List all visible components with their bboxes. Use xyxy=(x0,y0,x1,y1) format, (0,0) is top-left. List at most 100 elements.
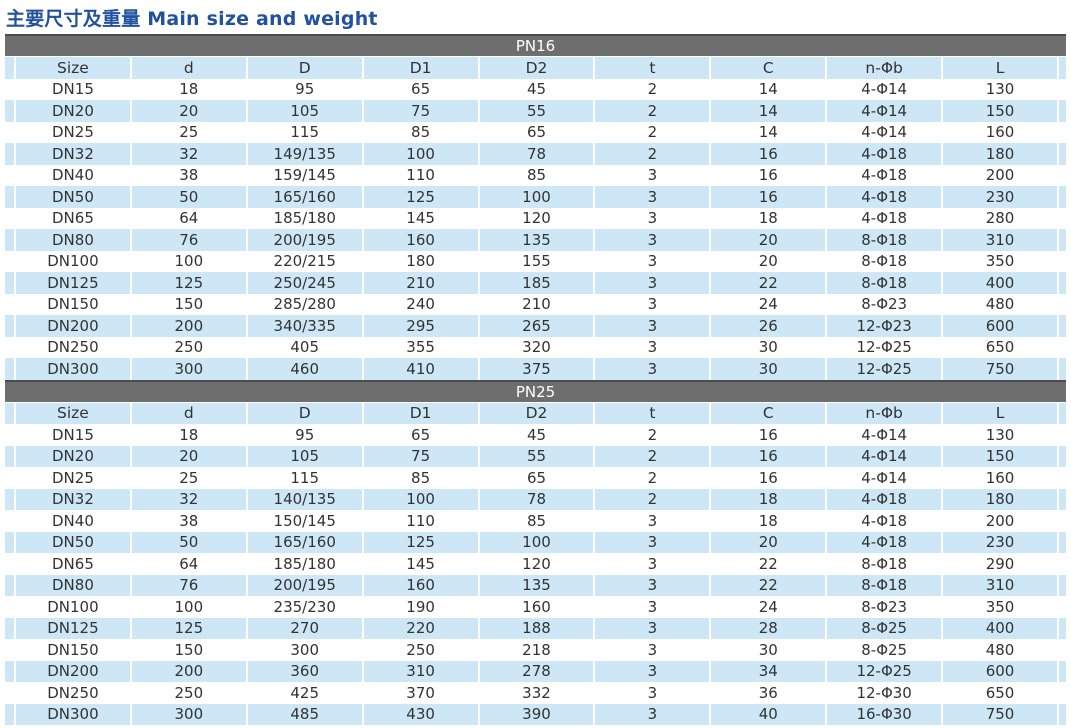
cell: 65 xyxy=(526,123,547,142)
row-edge-left xyxy=(5,186,14,208)
cell: 100 xyxy=(479,531,594,553)
cell: 12-Φ30 xyxy=(856,683,912,702)
cell: 8-Φ25 xyxy=(827,617,942,639)
row-edge-right xyxy=(1059,294,1066,316)
cell: 36 xyxy=(758,683,778,702)
cell: 3 xyxy=(647,252,658,271)
cell: 125 xyxy=(131,272,246,294)
cell: DN200 xyxy=(16,315,130,337)
cell: 40 xyxy=(711,703,826,725)
cell: 4-Φ18 xyxy=(861,209,908,228)
cell: 135 xyxy=(479,229,594,251)
cell: 16-Φ30 xyxy=(827,703,942,725)
cell: 155 xyxy=(522,252,551,271)
section-band: PN25 xyxy=(5,379,1066,402)
cell: 95 xyxy=(295,80,315,99)
cell: 200 xyxy=(985,166,1015,185)
cell: 180 xyxy=(943,143,1057,165)
cell: 350 xyxy=(985,252,1015,271)
table-row: DN300 300 485 430 390 3 40 16-Φ30 750 xyxy=(5,703,1066,725)
cell: 26 xyxy=(711,315,826,337)
cell: 210 xyxy=(363,272,478,294)
cell: 14 xyxy=(758,80,778,99)
cell: 2 xyxy=(647,80,658,99)
cell: 150 xyxy=(174,295,204,314)
cell: DN200 xyxy=(16,660,130,682)
table-row: DN125 125 270 220 188 3 28 8-Φ25 400 xyxy=(5,617,1066,639)
table-row: DN50 50 165/160 125 100 3 16 4-Φ18 230 xyxy=(5,186,1066,208)
cell: 8-Φ18 xyxy=(827,574,942,596)
cell: 370 xyxy=(406,683,435,702)
cell: 2 xyxy=(595,143,710,165)
cell: 14 xyxy=(758,123,778,142)
cell: 64 xyxy=(179,554,199,573)
cell: 650 xyxy=(985,683,1015,702)
cell: 280 xyxy=(985,209,1015,228)
cell: 160 xyxy=(363,229,478,251)
row-edge-right xyxy=(1059,596,1066,618)
cell: 400 xyxy=(943,272,1057,294)
cell: 150 xyxy=(943,100,1057,122)
cell: 30 xyxy=(711,358,826,380)
cell: 20 xyxy=(131,445,246,467)
cell: 150 xyxy=(174,640,204,659)
cell: DN150 xyxy=(47,295,99,314)
row-edge-right xyxy=(1058,229,1066,251)
cell: 8-Φ23 xyxy=(861,597,908,616)
table-row: DN200 200 340/335 295 265 3 26 12-Φ23 600 xyxy=(5,315,1066,337)
cell: 8-Φ18 xyxy=(827,229,942,251)
row-edge-right xyxy=(1058,660,1066,682)
cell: 115 xyxy=(290,123,320,142)
cell: 130 xyxy=(985,80,1015,99)
cell: 185 xyxy=(479,272,594,294)
cell: 3 xyxy=(595,315,710,337)
cell: DN40 xyxy=(52,511,94,530)
row-edge-left xyxy=(5,402,14,424)
row-edge-right xyxy=(1059,122,1066,144)
row-edge-right xyxy=(1058,272,1066,294)
cell: 24 xyxy=(758,295,778,314)
cell: DN50 xyxy=(16,186,130,208)
cell: 310 xyxy=(943,574,1057,596)
row-edge-left xyxy=(5,358,14,380)
cell: DN100 xyxy=(47,252,99,271)
cell: 430 xyxy=(363,703,478,725)
cell: 18 xyxy=(711,488,826,510)
header-cell: D xyxy=(247,57,362,79)
cell: 65 xyxy=(411,80,431,99)
cell: 100 xyxy=(174,597,204,616)
cell: 85 xyxy=(411,468,431,487)
table-row: DN100 100 220/215 180 155 3 20 8-Φ18 350 xyxy=(5,251,1066,273)
cell: 8-Φ18 xyxy=(827,272,942,294)
cell: 2 xyxy=(647,468,658,487)
row-edge-left xyxy=(5,79,14,101)
cell: 278 xyxy=(479,660,594,682)
cell: 110 xyxy=(406,511,435,530)
header-cell: D2 xyxy=(479,57,594,79)
cell: 18 xyxy=(758,511,778,530)
row-edge-right xyxy=(1058,574,1066,596)
cell: 3 xyxy=(647,166,658,185)
cell: 250 xyxy=(406,640,435,659)
cell: 4-Φ18 xyxy=(861,511,908,530)
cell: 32 xyxy=(131,143,246,165)
table-row: DN300 300 460 410 375 3 30 12-Φ25 750 xyxy=(5,358,1066,380)
cell: DN25 xyxy=(52,468,94,487)
row-edge-right xyxy=(1059,251,1066,273)
cell: 3 xyxy=(595,660,710,682)
cell: 265 xyxy=(479,315,594,337)
cell: 22 xyxy=(758,554,778,573)
row-edge-right xyxy=(1058,531,1066,553)
cell: 12-Φ25 xyxy=(827,660,942,682)
cell: 115 xyxy=(290,468,320,487)
cell: 250/245 xyxy=(247,272,362,294)
cell: 160 xyxy=(522,597,551,616)
row-edge-right xyxy=(1058,703,1066,725)
cell: 400 xyxy=(943,617,1057,639)
cell: 285/280 xyxy=(273,295,336,314)
cell: DN80 xyxy=(16,574,130,596)
cell: 16 xyxy=(758,425,778,444)
cell: 38 xyxy=(179,511,199,530)
table-row: DN40 38 150/145 110 85 3 18 4-Φ18 200 xyxy=(5,510,1066,532)
